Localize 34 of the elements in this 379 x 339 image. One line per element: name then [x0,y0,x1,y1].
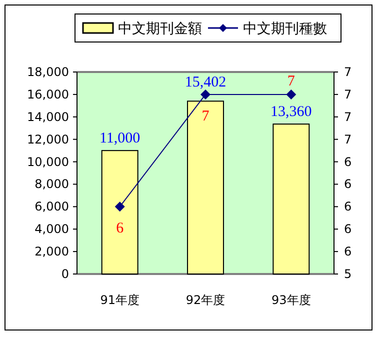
y2-tick-label: 7 [344,132,352,146]
y2-tick-label: 6 [344,177,352,192]
y2-tick-label: 6 [344,222,352,236]
data-label: 7 [202,108,210,124]
y-tick-label: 2,000 [34,244,69,259]
y2-tick-label: 7 [344,87,352,102]
bar [272,124,310,274]
y-tick-label: 18,000 [27,65,69,79]
y-tick-label: 14,000 [27,110,69,124]
x-tick-label: 92年度 [186,293,226,307]
y2-tick-label: 5 [344,267,352,281]
y2-tick-label: 6 [344,200,352,214]
y-tick-label: 6,000 [34,200,69,214]
bar [187,100,224,274]
legend-label: 中文期刊種數 [243,21,327,37]
y2-tick-label: 7 [344,110,352,124]
data-label: 7 [287,73,296,90]
data-label: 6 [116,220,124,237]
y-tick-label: 12,000 [27,132,69,146]
y2-tick-label: 6 [344,244,352,259]
data-label: 13,360 [270,104,312,120]
y2-tick-label: 7 [344,65,352,79]
y-tick-label: 10,000 [27,154,69,169]
y-tick-label: 0 [61,267,69,281]
x-tick-label: 91年度 [100,293,140,307]
bar [101,150,138,274]
y-tick-label: 8,000 [34,177,69,192]
data-label: 15,402 [184,74,226,90]
y-tick-label: 4,000 [34,222,69,236]
x-tick-label: 93年度 [272,293,311,307]
y-tick-label: 16,000 [27,87,69,102]
legend-label: 中文期刊金額 [118,21,202,37]
data-label: 11,000 [99,130,140,147]
y2-tick-label: 6 [344,154,352,169]
